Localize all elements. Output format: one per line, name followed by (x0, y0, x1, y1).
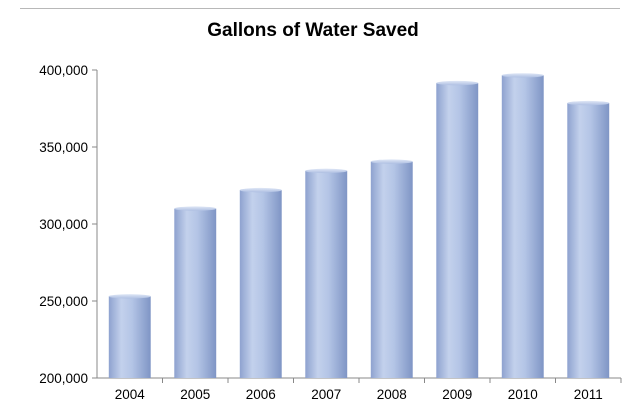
bar-cap (370, 159, 413, 164)
x-tick-label: 2007 (311, 387, 341, 402)
bar-cap (174, 206, 217, 211)
bar-2008 (370, 159, 413, 378)
y-tick-label: 350,000 (39, 140, 88, 155)
bar-body (108, 296, 151, 378)
bar-body (239, 190, 282, 378)
y-tick-label: 200,000 (39, 371, 88, 386)
bar-cap (108, 294, 151, 299)
bar-cap (305, 168, 348, 174)
bar-cap (567, 100, 610, 106)
bar-2006 (239, 187, 282, 378)
bar-body (501, 75, 544, 378)
y-tick-label: 250,000 (39, 294, 88, 309)
bar-cap (501, 73, 544, 78)
x-tick-label: 2005 (180, 387, 210, 402)
bar-2007 (305, 168, 348, 378)
x-tick-label: 2006 (246, 387, 276, 402)
x-tick-label: 2009 (442, 387, 472, 402)
y-tick-label: 300,000 (39, 217, 88, 232)
bar-body (305, 170, 348, 378)
bar-body (567, 103, 610, 379)
bar-2009 (436, 80, 479, 378)
chart-title: Gallons of Water Saved (207, 20, 419, 41)
bar-body (174, 208, 217, 378)
bar-2010 (501, 73, 544, 378)
x-tick-label: 2010 (508, 387, 538, 402)
bar-body (370, 161, 413, 378)
bar-cap (239, 187, 282, 193)
bar-body (436, 83, 479, 378)
top-divider (20, 8, 620, 9)
x-tick-label: 2011 (574, 387, 603, 402)
bar-2005 (174, 206, 217, 378)
tick-labels: 200,000 250,000 300,000 350,000 400,000 2004 2… (39, 63, 603, 402)
x-tick-label: 2004 (115, 387, 146, 402)
bar-cap (436, 80, 479, 86)
bar-2011 (567, 100, 610, 379)
bar-2004 (108, 294, 151, 378)
bars (108, 73, 610, 379)
y-tick-label: 400,000 (39, 63, 88, 78)
x-tick-label: 2008 (377, 387, 407, 402)
